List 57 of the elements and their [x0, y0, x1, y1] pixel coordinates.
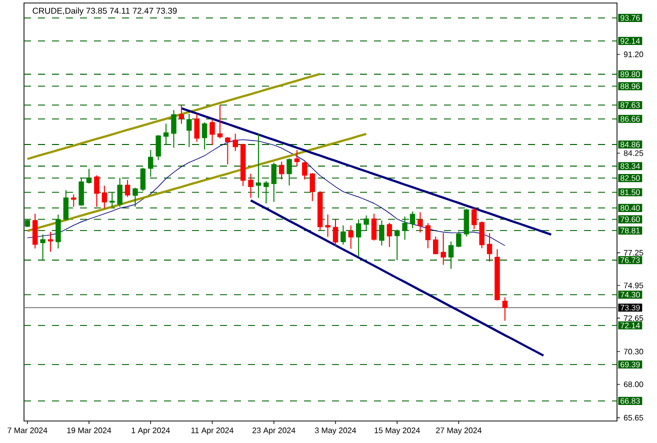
candlestick [186, 113, 192, 148]
candlestick [356, 218, 362, 258]
candlestick [294, 150, 300, 167]
candlestick [456, 231, 462, 248]
candlestick [132, 187, 138, 208]
candlestick [232, 133, 238, 152]
text: CRUDE,Daily 73.85 74.11 72.47 73.39 [32, 8, 177, 16]
candlestick [217, 104, 223, 139]
candlestick [364, 214, 369, 231]
candlestick [156, 134, 161, 161]
candlestick [425, 222, 431, 249]
candlestick [178, 104, 184, 124]
candlestick [171, 110, 176, 148]
candlestick [264, 180, 269, 204]
candlestick [48, 231, 54, 252]
candlestick [86, 168, 92, 184]
candlestick [332, 218, 338, 247]
candlestick [302, 161, 308, 180]
candlestick [56, 214, 61, 249]
candlestick [486, 232, 492, 262]
candlestick [502, 296, 508, 322]
candlestick [225, 136, 230, 165]
candlestick [386, 222, 392, 248]
candlestick [124, 180, 130, 198]
candlestick [371, 213, 377, 241]
candlestick [210, 118, 215, 146]
candlestick [140, 167, 146, 192]
line-series [180, 107, 552, 236]
candlestick [248, 173, 254, 198]
candlestick [256, 133, 262, 198]
candlestick [102, 185, 108, 209]
candlestick [448, 240, 454, 270]
candlestick [325, 214, 330, 238]
candlestick [440, 232, 446, 266]
candlestick [94, 174, 100, 208]
candlestick [271, 162, 276, 202]
candlestick [472, 207, 477, 230]
candlestick [433, 236, 438, 255]
candlestick [379, 220, 384, 246]
candlestick [340, 224, 346, 245]
candlestick [202, 122, 208, 150]
candlestick [78, 177, 84, 206]
candlestick [163, 123, 169, 145]
candlestick [479, 220, 484, 249]
candlestick [63, 190, 69, 221]
candlestick [310, 172, 315, 202]
candlestick [394, 229, 400, 261]
candlestick [402, 216, 408, 240]
candlestick [418, 212, 423, 234]
candlestick [117, 177, 122, 208]
candlestick [148, 150, 154, 178]
candlestick [348, 224, 354, 250]
candlestick [278, 161, 284, 180]
candlestick [194, 113, 200, 142]
candlestick [286, 158, 292, 186]
candlestick [40, 234, 46, 261]
candlestick [410, 210, 416, 229]
